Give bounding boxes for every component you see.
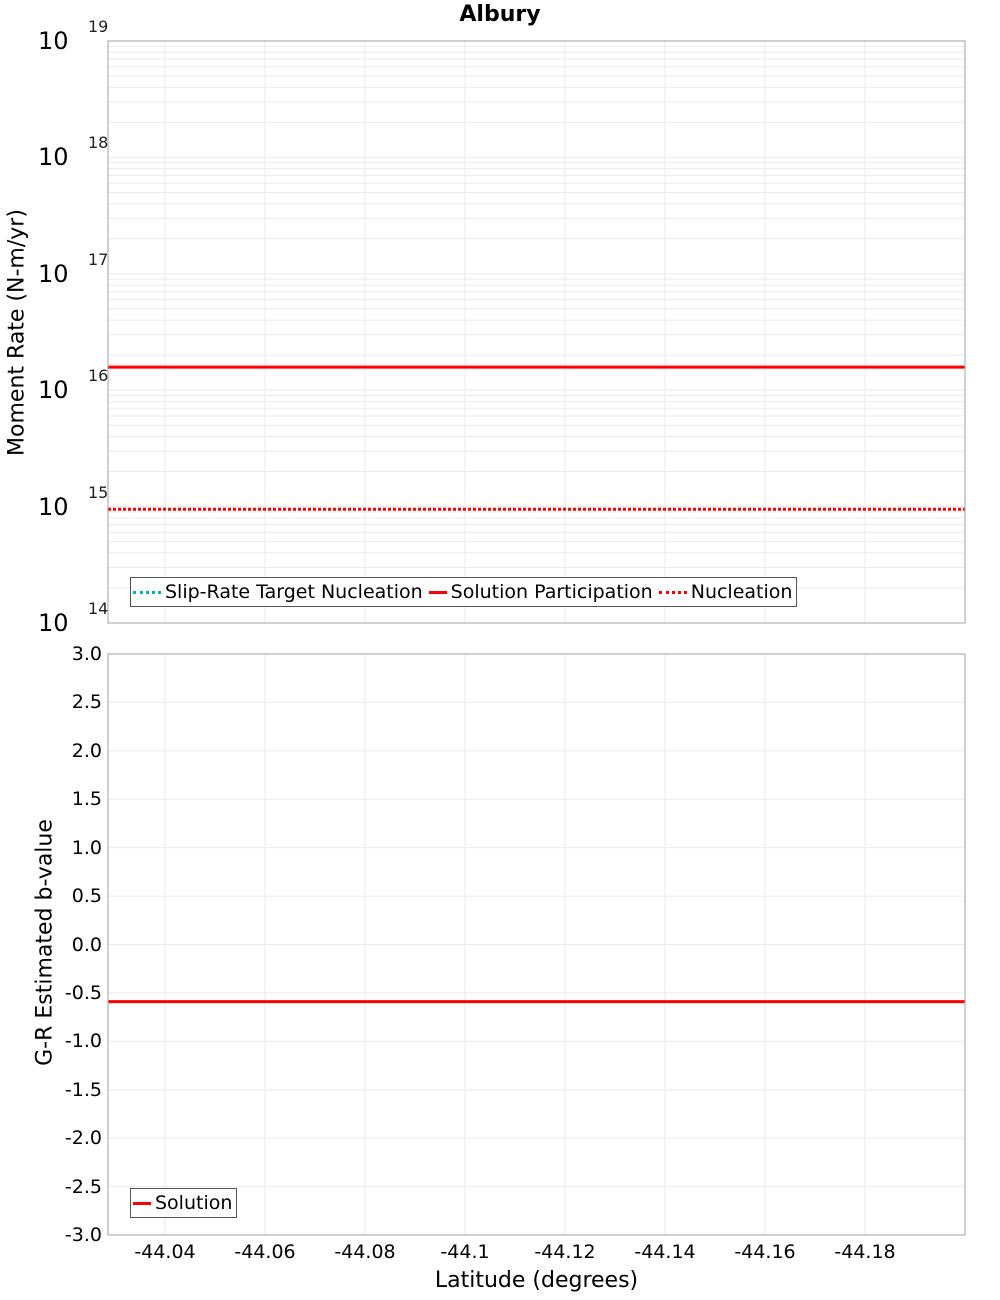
bottom-y-axis-label: G-R Estimated b-value	[32, 819, 58, 1066]
y-tick-label: 10 18	[38, 133, 109, 172]
y-tick-label: 10 15	[38, 482, 109, 521]
legend-item-nucleation: Nucleation	[658, 581, 793, 603]
y-tick-label: 0.0	[71, 933, 102, 956]
y-tick-label: -1.5	[64, 1078, 102, 1101]
y-tick-label: 3.0	[71, 643, 102, 665]
bottom-legend: Solution	[130, 1188, 238, 1218]
solid-line-swatch-icon	[133, 1201, 151, 1205]
top-plot-frame	[107, 40, 966, 624]
x-tick-label: -44.18	[834, 1241, 896, 1263]
y-tick-label: 1.5	[71, 788, 102, 811]
bottom-plot-frame	[107, 653, 966, 1236]
legend-item-slip-rate-target: Slip-Rate Target Nucleation	[133, 581, 423, 603]
y-tick-label: -3.0	[64, 1224, 102, 1246]
dotted-line-swatch-icon	[133, 590, 161, 594]
y-tick-label: 10 19	[38, 17, 109, 55]
x-axis-label: Latitude (degrees)	[434, 1268, 639, 1293]
y-tick-label: 2.5	[71, 691, 102, 714]
x-tick-label: -44.14	[634, 1241, 696, 1263]
legend-label: Solution Participation	[450, 581, 653, 603]
y-tick-label: -1.0	[64, 1030, 102, 1053]
legend-item-solution: Solution	[133, 1192, 232, 1214]
legend-label: Nucleation	[690, 581, 793, 603]
x-tick-label: -44.16	[734, 1241, 796, 1263]
x-tick-label: -44.12	[534, 1241, 596, 1263]
y-tick-label: -0.5	[64, 981, 102, 1004]
y-tick-label: 0.5	[71, 885, 102, 908]
legend-label: Solution	[155, 1192, 233, 1214]
legend-label: Slip-Rate Target Nucleation	[165, 581, 423, 603]
y-tick-label: 10 14	[38, 599, 109, 637]
top-y-axis-label: Moment Rate (N-m/yr)	[4, 209, 30, 456]
y-tick-label: 10 17	[38, 249, 109, 288]
chart-title: Albury	[459, 2, 541, 27]
x-tick-label: -44.1	[440, 1241, 490, 1263]
legend-item-solution-participation: Solution Participation	[428, 581, 653, 603]
y-tick-label: 1.0	[71, 836, 102, 859]
x-tick-label: -44.08	[334, 1241, 396, 1263]
x-tick-label: -44.04	[134, 1241, 196, 1263]
solid-line-swatch-icon	[428, 590, 447, 594]
y-tick-label: -2.5	[64, 1175, 102, 1198]
y-tick-label: 10 16	[38, 366, 109, 405]
top-legend: Slip-Rate Target Nucleation Solution Par…	[130, 577, 798, 607]
dotted-line-swatch-icon	[658, 590, 687, 594]
y-tick-label: -2.0	[64, 1127, 102, 1150]
y-tick-label: 2.0	[71, 739, 102, 762]
x-tick-label: -44.06	[234, 1241, 296, 1263]
